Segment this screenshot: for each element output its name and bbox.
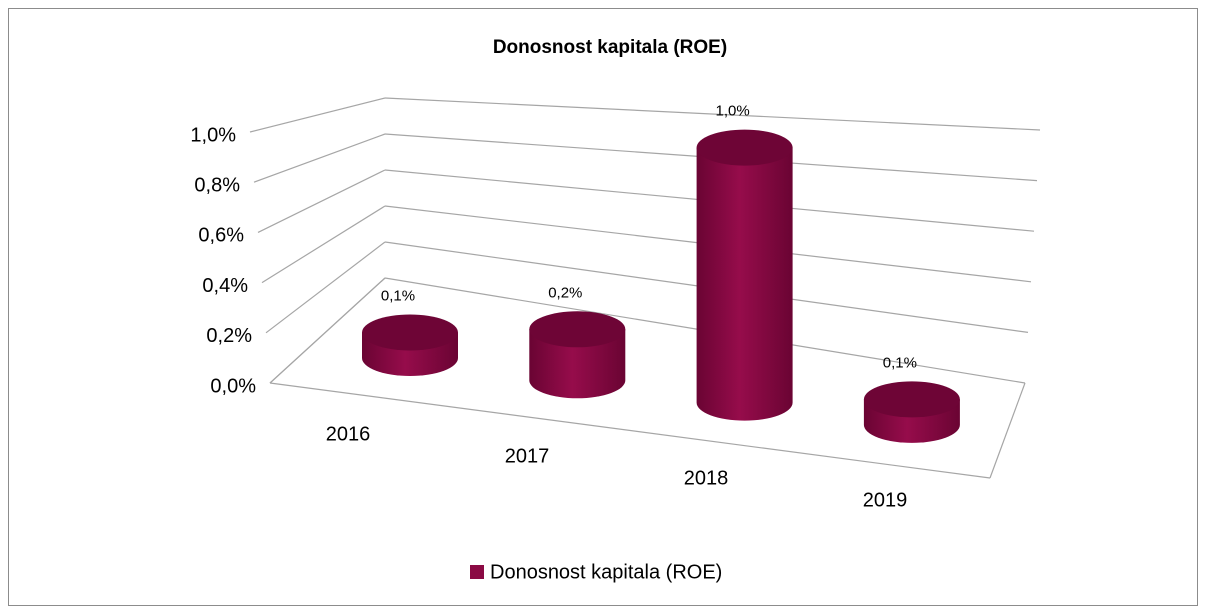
value-label: 1,0% — [715, 103, 749, 120]
legend-label: Donosnost kapitala (ROE) — [490, 561, 722, 583]
value-label: 0,2% — [548, 284, 582, 301]
y-tick-label: 1,0% — [190, 124, 236, 146]
grid-line — [253, 133, 386, 183]
cylinder — [696, 147, 793, 421]
y-tick-label: 0,4% — [202, 275, 248, 297]
cylinder-top — [362, 314, 458, 351]
floor-edge — [989, 382, 1026, 479]
x-tick-label: 2018 — [684, 467, 729, 489]
value-label: 0,1% — [381, 287, 415, 304]
y-tick-label: 0,2% — [206, 325, 252, 347]
cylinder-top — [863, 381, 960, 418]
y-tick-label: 0,8% — [194, 174, 240, 196]
frame — [8, 8, 1198, 606]
legend-swatch — [470, 565, 484, 579]
x-tick-label: 2017 — [505, 445, 550, 467]
grid-line — [257, 169, 386, 233]
grid-line — [269, 277, 386, 384]
chart-title: Donosnost kapitala (ROE) — [493, 37, 727, 58]
x-tick-label: 2019 — [863, 489, 908, 511]
value-label: 0,1% — [883, 354, 917, 371]
cylinder — [529, 329, 626, 399]
y-tick-label: 0,0% — [210, 375, 256, 397]
floor-edge — [269, 382, 991, 479]
grid-line — [384, 97, 1041, 131]
grid-line — [265, 241, 386, 334]
grid-line — [249, 97, 386, 133]
cylinder-top — [529, 311, 626, 348]
grid-line — [261, 205, 386, 284]
cylinder-top — [696, 129, 793, 166]
x-tick-label: 2016 — [326, 423, 371, 445]
y-tick-label: 0,6% — [198, 225, 244, 247]
